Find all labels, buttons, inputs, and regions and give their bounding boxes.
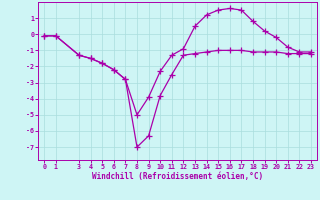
X-axis label: Windchill (Refroidissement éolien,°C): Windchill (Refroidissement éolien,°C) [92, 172, 263, 181]
